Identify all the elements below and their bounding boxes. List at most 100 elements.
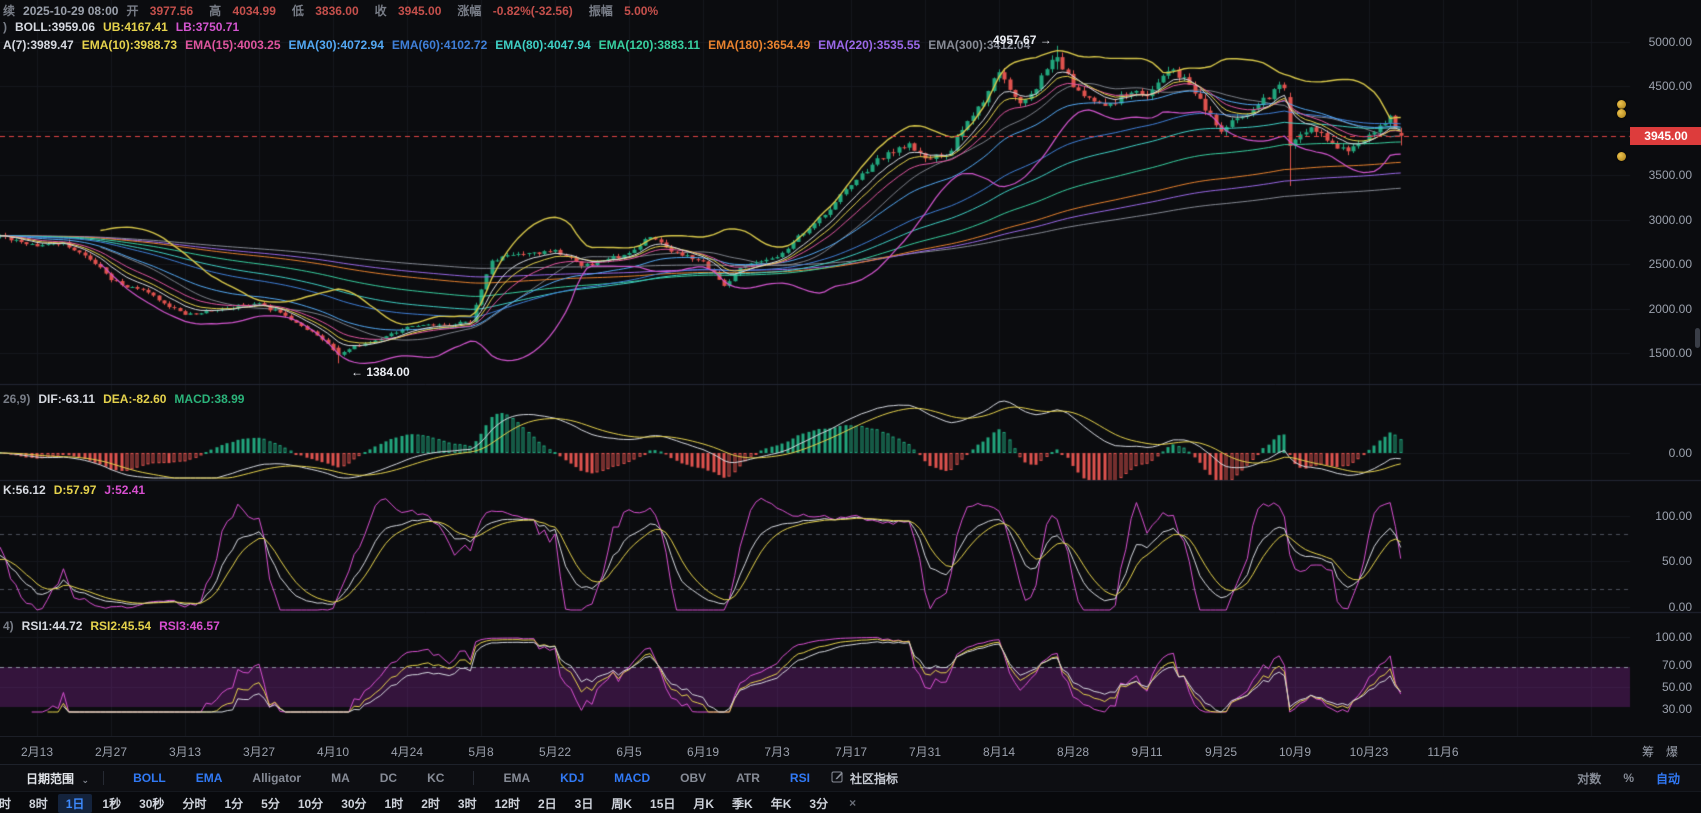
timeframe-button-30秒[interactable]: 30秒	[139, 796, 165, 811]
axis-price-label: 50.00	[1661, 554, 1692, 568]
ema-value: A(7):3989.47	[3, 38, 74, 52]
date-label: 5月8	[468, 745, 494, 759]
timeframe-button-1分[interactable]: 1分	[224, 796, 244, 811]
date-label: 7月31	[908, 745, 942, 759]
timeframe-button-时[interactable]: 时	[0, 796, 12, 811]
indicator-button-kdj[interactable]: KDJ	[560, 771, 585, 785]
ohlc-field-label: 开	[126, 4, 142, 18]
date-label: 6月19	[686, 745, 720, 759]
indicator-button-atr[interactable]: ATR	[736, 771, 760, 785]
close-icon[interactable]: ×	[849, 796, 857, 810]
ema-value: EMA(180):3654.49	[708, 38, 811, 52]
indicator-toolbar: 日期范围 ⌄ BOLL EMA Alligator MA DC KC EMA KDJ MACD OB…	[0, 764, 1701, 791]
ohlc-field-value: 5.00%	[624, 4, 659, 18]
indicator-button-ma[interactable]: MA	[331, 771, 350, 785]
timeframe-button-周K[interactable]: 周K	[611, 796, 633, 811]
ohlc-field: 低 3836.00	[292, 4, 367, 18]
liquidation-marker[interactable]	[1617, 109, 1626, 118]
indicator-button-obv[interactable]: OBV	[680, 771, 707, 785]
timeframe-button-12时[interactable]: 12时	[494, 796, 520, 811]
date-label: 10月9	[1278, 745, 1312, 759]
timeframe-button-3时[interactable]: 3时	[457, 796, 477, 811]
legend-datetime: 2025-10-29 08:00	[23, 4, 119, 18]
last-price-tag: 3945.00	[1630, 127, 1701, 145]
timeframe-button-15日[interactable]: 15日	[650, 796, 676, 811]
liquidation-marker[interactable]	[1617, 152, 1626, 161]
axis-price-label: 0.00	[1668, 446, 1692, 460]
ema-value: EMA(80):4047.94	[495, 38, 591, 52]
timeframe-button-30分[interactable]: 30分	[341, 796, 367, 811]
timeframe-button-3分[interactable]: 3分	[809, 796, 829, 811]
ohlc-field: 高 4034.99	[209, 4, 284, 18]
axis-price-label: 5000.00	[1648, 35, 1692, 49]
scrollbar-thumb[interactable]	[1695, 328, 1700, 348]
period-high-annotation: 4957.67 →	[993, 33, 1052, 47]
axis-price-label: 70.00	[1661, 658, 1692, 672]
indicator-button-kc[interactable]: KC	[427, 771, 445, 785]
boll-legend: ) BOLL:3959.06 UB:4167.41 LB:3750.71	[3, 20, 247, 34]
timeframe-button-5分[interactable]: 5分	[261, 796, 280, 811]
rsi-value: RSI2:45.54	[90, 619, 152, 633]
community-indicators-button[interactable]: 社区指标	[831, 770, 898, 787]
scale-button-%[interactable]: %	[1623, 771, 1634, 785]
axis-toggle-bao[interactable]: 爆	[1666, 745, 1679, 759]
timeframe-button-月K[interactable]: 月K	[693, 796, 715, 811]
ohlc-field-label: 高	[209, 4, 225, 18]
date-label: 7月3	[764, 745, 790, 759]
scale-button-自动[interactable]: 自动	[1655, 771, 1680, 786]
kdj-legend: K:56.12 D:57.97 J:52.41	[3, 483, 153, 497]
timeframe-button-8时[interactable]: 8时	[29, 796, 48, 811]
indicator-button-dc[interactable]: DC	[379, 771, 398, 785]
date-label: 9月25	[1204, 745, 1238, 759]
rsi-legend: 4) RSI1:44.72 RSI2:45.54 RSI3:46.57	[3, 619, 228, 633]
price-chart-canvas[interactable]	[0, 0, 1701, 736]
ohlc-field-label: 涨幅	[457, 4, 485, 18]
date-range-button[interactable]: 日期范围 ⌄	[26, 771, 90, 786]
timeframe-button-分时[interactable]: 分时	[182, 796, 207, 811]
toolbar-separator	[473, 771, 475, 785]
indicator-button-alligator[interactable]: Alligator	[252, 771, 302, 785]
date-label: 5月22	[538, 745, 572, 759]
timeframe-button-1时[interactable]: 1时	[384, 796, 404, 811]
timeframe-button-3日[interactable]: 3日	[574, 796, 594, 811]
macd-value: DEA:-82.60	[103, 392, 167, 406]
macd-value: DIF:-63.11	[38, 392, 96, 406]
legend-lead: 4)	[3, 619, 14, 633]
indicator-button-boll[interactable]: BOLL	[133, 771, 166, 785]
timeframe-button-1秒[interactable]: 1秒	[102, 796, 122, 811]
timeframe-button-2时[interactable]: 2时	[421, 796, 440, 811]
timeframe-button-年K[interactable]: 年K	[770, 796, 792, 811]
date-label: 7月17	[834, 745, 868, 759]
macd-legend: 26,9) DIF:-63.11 DEA:-82.60 MACD:38.99	[3, 392, 252, 406]
date-label: 2月13	[20, 745, 54, 759]
boll-value: BOLL:3959.06	[15, 20, 96, 34]
timeframe-button-1日[interactable]: 1日	[57, 793, 93, 813]
legend-lead: 26,9)	[3, 392, 31, 406]
ohlc-field-label: 收	[374, 4, 390, 18]
date-axis[interactable]: 2月13 2月27 3月13 3月27 4月10 4月24 5月8 5月22 6月5 6月19 7月…	[0, 736, 1701, 765]
liquidation-marker[interactable]	[1617, 100, 1626, 109]
timeframe-button-季K[interactable]: 季K	[732, 796, 753, 811]
date-label: 9月11	[1131, 745, 1163, 759]
scale-button-对数[interactable]: 对数	[1577, 771, 1602, 786]
indicator-button-ema[interactable]: EMA	[503, 771, 531, 785]
kdj-value: J:52.41	[104, 483, 146, 497]
indicator-button-macd[interactable]: MACD	[614, 771, 651, 785]
indicator-button-rsi[interactable]: RSI	[789, 771, 810, 785]
edit-square-icon	[831, 770, 844, 786]
date-label: 2月27	[94, 745, 128, 759]
indicator-button-ema[interactable]: EMA	[195, 771, 223, 785]
timeframe-button-10分[interactable]: 10分	[297, 796, 324, 811]
ema-value: EMA(10):3988.73	[81, 38, 178, 52]
ema-value: EMA(30):4072.94	[288, 38, 384, 52]
date-label: 4月10	[316, 745, 350, 759]
timeframe-button-2日[interactable]: 2日	[537, 796, 557, 811]
axis-toggle-chou[interactable]: 筹	[1642, 745, 1655, 759]
axis-price-label: 50.00	[1661, 680, 1692, 694]
ohlc-field: 收 3945.00	[375, 4, 450, 18]
ohlc-field: 振幅 5.00%	[589, 4, 666, 18]
date-label: 3月27	[242, 745, 276, 759]
kdj-value: D:57.97	[53, 483, 97, 497]
axis-price-label: 30.00	[1661, 702, 1692, 716]
ohlc-legend: 续 2025-10-29 08:00 开 3977.56 高 4034.99 低 383…	[3, 2, 674, 19]
